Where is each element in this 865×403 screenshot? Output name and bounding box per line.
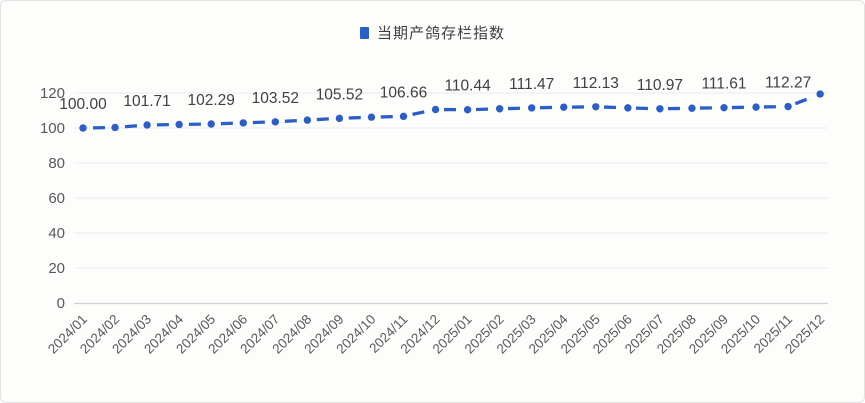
data-point-label: 100.00 — [59, 96, 107, 113]
data-point-marker — [752, 103, 760, 111]
data-point-marker — [560, 103, 568, 111]
data-point-marker — [431, 105, 440, 114]
data-point-marker — [784, 102, 792, 111]
data-point-marker — [175, 120, 183, 129]
y-axis-tick-label: 40 — [48, 225, 65, 242]
y-axis-tick-label: 20 — [48, 260, 65, 277]
data-point-label: 102.29 — [187, 92, 234, 109]
data-point-label: 111.47 — [509, 76, 554, 93]
data-point-label: 105.52 — [316, 86, 363, 103]
data-point-label: 103.52 — [252, 90, 299, 107]
data-point-label: 111.61 — [701, 76, 746, 93]
data-point-marker — [528, 104, 536, 112]
data-point-marker — [143, 121, 151, 129]
data-point-marker — [79, 124, 87, 132]
data-point-label: 110.44 — [444, 78, 491, 95]
y-axis-tick-label: 120 — [40, 85, 65, 102]
data-point-label: 110.97 — [637, 77, 683, 94]
data-point-marker — [335, 114, 344, 123]
data-point-marker — [207, 120, 215, 128]
data-point-marker — [239, 119, 247, 127]
data-point-marker — [720, 103, 728, 112]
data-point-marker — [624, 104, 632, 112]
data-point-marker — [303, 116, 312, 124]
data-point-label: 106.66 — [380, 84, 427, 101]
data-point-marker — [495, 105, 504, 113]
y-axis-tick-label: 0 — [57, 295, 65, 312]
data-point-marker — [399, 112, 408, 121]
y-axis-tick-label: 60 — [48, 190, 65, 207]
data-point-marker — [592, 103, 600, 111]
data-point-marker — [688, 104, 696, 112]
data-point-marker — [816, 90, 824, 98]
legend: 当期产鸽存栏指数 — [1, 22, 864, 43]
legend-label: 当期产鸽存栏指数 — [376, 25, 505, 42]
data-point-label: 112.27 — [765, 75, 811, 92]
data-point-label: 101.71 — [123, 93, 170, 110]
data-point-marker — [271, 118, 279, 126]
data-point-label: 112.13 — [573, 75, 619, 92]
y-axis-tick-label: 80 — [48, 155, 65, 172]
data-point-marker — [463, 106, 472, 114]
data-point-marker — [656, 105, 664, 113]
y-axis-tick-label: 100 — [40, 120, 65, 137]
legend-marker-icon — [359, 26, 369, 39]
data-point-marker — [111, 123, 119, 132]
data-point-marker — [367, 113, 376, 121]
series-line — [82, 92, 821, 130]
